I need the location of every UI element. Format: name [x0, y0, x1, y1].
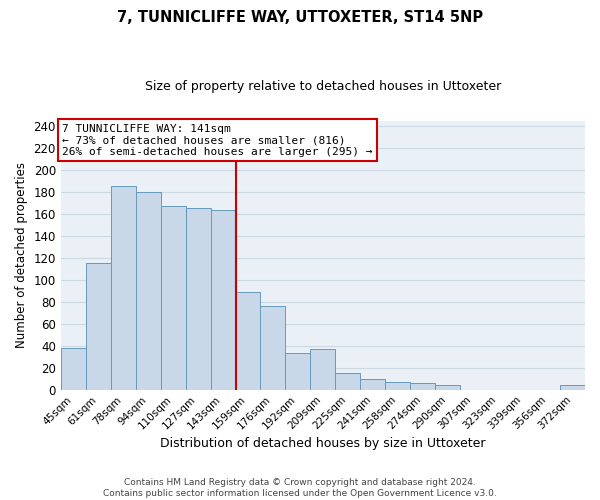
Bar	[161, 206, 185, 390]
Bar	[185, 208, 211, 390]
Bar	[111, 186, 136, 390]
Bar	[86, 264, 111, 390]
Bar	[361, 378, 385, 390]
X-axis label: Distribution of detached houses by size in Uttoxeter: Distribution of detached houses by size …	[160, 437, 485, 450]
Bar	[211, 210, 236, 390]
Bar	[335, 373, 361, 390]
Text: Contains HM Land Registry data © Crown copyright and database right 2024.
Contai: Contains HM Land Registry data © Crown c…	[103, 478, 497, 498]
Bar	[385, 382, 410, 390]
Bar	[236, 292, 260, 390]
Bar	[560, 386, 585, 390]
Bar	[410, 383, 435, 390]
Y-axis label: Number of detached properties: Number of detached properties	[15, 162, 28, 348]
Bar	[136, 192, 161, 390]
Title: Size of property relative to detached houses in Uttoxeter: Size of property relative to detached ho…	[145, 80, 501, 93]
Bar	[435, 386, 460, 390]
Bar	[310, 349, 335, 390]
Bar	[260, 306, 286, 390]
Text: 7, TUNNICLIFFE WAY, UTTOXETER, ST14 5NP: 7, TUNNICLIFFE WAY, UTTOXETER, ST14 5NP	[117, 10, 483, 25]
Bar	[61, 348, 86, 390]
Text: 7 TUNNICLIFFE WAY: 141sqm
← 73% of detached houses are smaller (816)
26% of semi: 7 TUNNICLIFFE WAY: 141sqm ← 73% of detac…	[62, 124, 373, 157]
Bar	[286, 354, 310, 390]
